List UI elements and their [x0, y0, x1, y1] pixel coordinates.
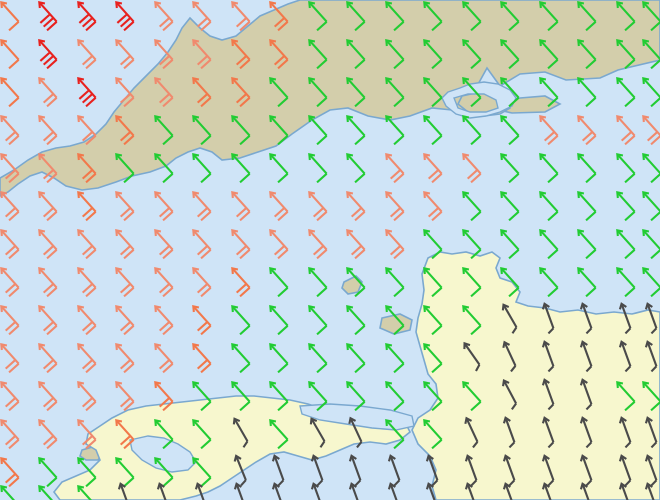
- wind-barb-map[interactable]: [0, 0, 660, 500]
- geography-layer: [0, 0, 660, 500]
